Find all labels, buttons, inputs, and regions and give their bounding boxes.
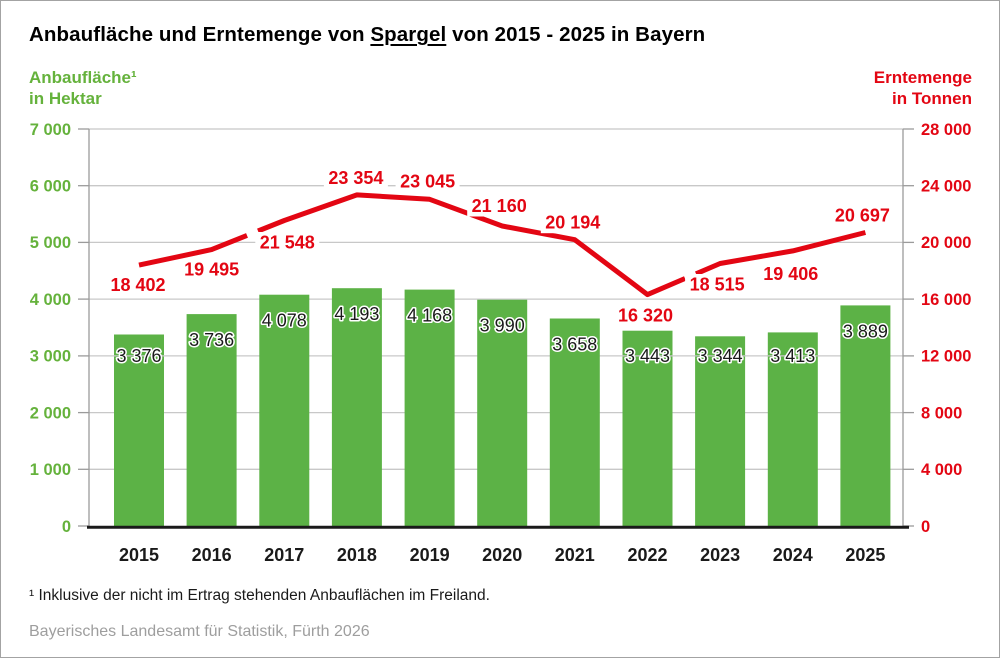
bar-value-label: 3 990: [480, 316, 525, 336]
line-value-label: 20 697: [835, 206, 890, 226]
line-label-halo: [179, 259, 244, 281]
line-value-label: 18 515: [690, 275, 745, 295]
x-axis-label-2023: 2023: [700, 545, 740, 565]
right-axis-title-line2: in Tonnen: [892, 89, 972, 108]
right-tick-label: 24 000: [921, 178, 971, 196]
bar-value-label: 4 193: [334, 304, 379, 324]
bar-2025: [840, 305, 891, 526]
left-tick-label: 5 000: [30, 234, 71, 252]
line-label-halo: [540, 212, 605, 234]
line-value-label: 19 495: [184, 260, 239, 280]
x-axis-label-2021: 2021: [555, 545, 595, 565]
chart-title: Anbaufläche und Erntemenge von Spargel v…: [29, 23, 705, 47]
left-axis-title: Anbaufläche¹ in Hektar: [29, 67, 137, 109]
bar-value-label: 3 736: [189, 330, 234, 350]
bar-2016: [186, 314, 237, 526]
left-tick-label: 0: [62, 518, 71, 536]
right-tick-label: 0: [921, 518, 930, 536]
line-value-label: 21 160: [472, 196, 527, 216]
bar-value-label: 3 413: [770, 346, 815, 366]
bar-value-label: 3 443: [625, 346, 670, 366]
right-tick-label: 28 000: [921, 121, 971, 139]
left-axis-title-line1: Anbaufläche¹: [29, 68, 137, 87]
bar-2019: [404, 289, 455, 526]
x-axis-label-2022: 2022: [627, 545, 667, 565]
bar-2018: [331, 288, 382, 526]
x-axis-label-2017: 2017: [264, 545, 304, 565]
bar-2017: [259, 294, 310, 526]
right-axis-title-line1: Erntemenge: [873, 68, 972, 87]
title-highlight: Spargel: [370, 23, 447, 46]
x-axis-label-2020: 2020: [482, 545, 522, 565]
right-tick-label: 16 000: [921, 291, 971, 309]
line-value-label: 21 548: [260, 233, 315, 253]
bar-value-label: 3 376: [116, 346, 161, 366]
line-value-label: 16 320: [618, 306, 673, 326]
bar-value-label: 4 078: [262, 311, 307, 331]
bar-value-label: 3 658: [552, 335, 597, 355]
line-label-halo: [758, 263, 823, 285]
line-label-halo: [106, 274, 170, 296]
line-value-label: 23 354: [328, 168, 383, 188]
left-tick-label: 7 000: [30, 121, 71, 139]
title-prefix: Anbaufläche und Erntemenge von: [29, 23, 371, 46]
right-tick-label: 20 000: [921, 234, 971, 252]
x-axis-label-2015: 2015: [119, 545, 159, 565]
bar-2015: [114, 334, 164, 526]
bar-value-label: 3 344: [698, 346, 743, 366]
harvest-line: [138, 192, 867, 298]
left-axis-title-line2: in Hektar: [29, 89, 102, 108]
right-tick-label: 8 000: [921, 404, 962, 422]
left-tick-label: 2 000: [30, 404, 71, 422]
bar-2024: [767, 332, 818, 526]
line-value-label: 20 194: [545, 213, 600, 233]
source-credit: Bayerisches Landesamt für Statistik, Für…: [29, 623, 370, 640]
bar-value-label: 3 889: [843, 321, 888, 341]
line-label-halo: [255, 232, 320, 253]
bar-value-label: 4 168: [407, 306, 452, 326]
line-value-label: 23 045: [400, 171, 455, 191]
line-label-halo: [685, 274, 750, 295]
line-label-halo: [613, 305, 678, 327]
line-label-halo: [395, 170, 460, 192]
line-label-halo: [830, 205, 895, 226]
title-suffix: von 2015 - 2025 in Bayern: [446, 23, 706, 46]
bar-2021: [549, 318, 600, 526]
bar-2023: [695, 336, 746, 526]
left-tick-label: 6 000: [30, 178, 71, 196]
footnote: ¹ Inklusive der nicht im Ertrag stehende…: [29, 587, 490, 604]
bar-2020: [477, 299, 528, 526]
right-axis-title: Erntemenge in Tonnen: [874, 67, 972, 109]
x-axis-label-2019: 2019: [410, 545, 450, 565]
right-tick-label: 4 000: [921, 461, 962, 479]
line-label-halo: [467, 195, 532, 217]
line-value-label: 18 402: [110, 275, 165, 295]
left-tick-label: 3 000: [30, 348, 71, 366]
x-axis-label-2024: 2024: [773, 545, 813, 565]
line-value-label: 19 406: [763, 264, 818, 284]
x-axis-label-2025: 2025: [845, 545, 885, 565]
left-tick-label: 1 000: [30, 461, 71, 479]
right-tick-label: 12 000: [921, 348, 971, 366]
bar-2022: [622, 330, 673, 526]
x-axis-label-2016: 2016: [192, 545, 232, 565]
left-tick-label: 4 000: [30, 291, 71, 309]
line-label-halo: [323, 167, 388, 189]
x-axis-label-2018: 2018: [337, 545, 377, 565]
